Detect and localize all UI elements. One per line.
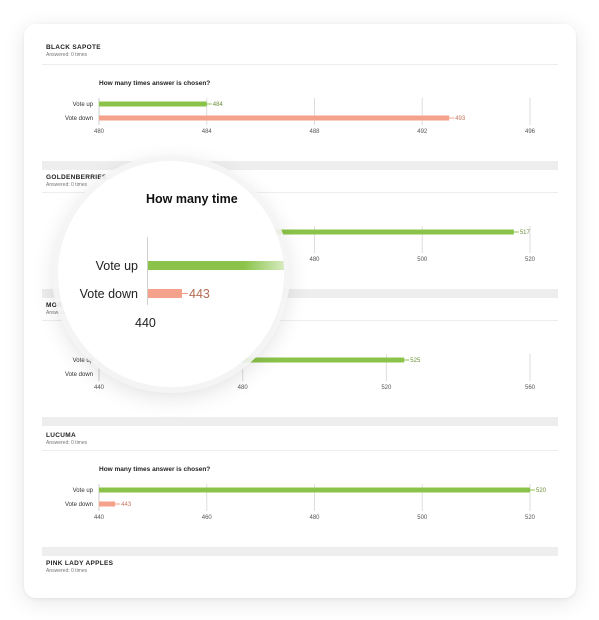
divider — [42, 320, 558, 321]
x-tick-label: 480 — [94, 129, 105, 135]
magnified-vote-up-label: Vote up — [95, 259, 138, 273]
answered-count: Answered: 0 times — [46, 440, 88, 446]
question-title: MORIN — [46, 302, 70, 309]
question-title: BLACK SAPOTE — [46, 44, 101, 51]
x-tick-label: 480 — [238, 385, 249, 391]
data-value-label: 484 — [213, 102, 224, 108]
vote-up-label: Vote up — [73, 488, 94, 494]
vote-chart-lucuma: How many times answer is chosen? 440 460 48… — [65, 466, 547, 521]
vote-up-bar — [99, 487, 530, 493]
x-tick-label: 440 — [94, 385, 105, 391]
question-header: BLACK SAPOTE Answered: 0 times — [46, 44, 556, 59]
x-tick-label: 460 — [202, 515, 213, 521]
section-separator — [42, 161, 558, 170]
data-value-label: 525 — [410, 358, 421, 364]
magnified-chart-title: How many time — [146, 192, 238, 206]
data-value-label: 493 — [455, 116, 466, 122]
section-separator — [42, 547, 558, 556]
magnified-vote-down-label: Vote down — [79, 287, 138, 301]
magnified-axis-line — [147, 237, 148, 305]
x-tick-label: 480 — [309, 515, 320, 521]
divider — [42, 64, 558, 65]
vote-chart-black-sapote: How many times answer is chosen? 480 484 48… — [65, 80, 536, 135]
vote-up-label: Vote up — [73, 358, 94, 364]
vote-down-bar — [99, 115, 450, 121]
x-tick-label: 488 — [309, 129, 320, 135]
vote-up-bar — [99, 101, 207, 107]
x-tick-label: 496 — [525, 129, 536, 135]
lens-edge-shade — [244, 161, 284, 387]
vote-down-label: Vote down — [65, 502, 93, 508]
section-separator — [42, 289, 558, 298]
x-tick-label: 500 — [417, 257, 428, 263]
data-value-label: 520 — [536, 488, 547, 494]
answered-count: Answered: 0 times — [46, 182, 88, 188]
chart-title: How many times answer is chosen? — [99, 80, 210, 87]
x-tick-label: 500 — [417, 515, 428, 521]
question-title: PINK LADY APPLES — [46, 560, 114, 567]
x-tick-label: 484 — [202, 129, 213, 135]
magnified-vote-down-value: 443 — [189, 287, 210, 301]
magnified-tick-label: 440 — [135, 316, 156, 330]
x-tick-label: 520 — [525, 257, 536, 263]
vote-down-label: Vote down — [65, 372, 93, 378]
divider — [42, 450, 558, 451]
answered-count: Answered: 0 times — [46, 568, 88, 574]
question-header: GOLDENBERRIES Answered: 0 times — [46, 174, 556, 189]
x-tick-label: 560 — [525, 385, 536, 391]
x-tick-label: 440 — [94, 515, 105, 521]
data-value-label: 443 — [121, 502, 132, 508]
chart-title: How many times answer is chosen? — [99, 466, 210, 473]
vote-down-label: Vote down — [65, 116, 93, 122]
magnifier-lens: How many time Vote up Vote down 443 440 — [58, 161, 284, 387]
x-tick-label: 492 — [417, 129, 428, 135]
vote-up-bar — [99, 229, 514, 235]
section-separator — [42, 417, 558, 426]
magnified-vote-down-bar — [148, 289, 182, 298]
x-tick-label: 480 — [309, 257, 320, 263]
question-title: GOLDENBERRIES — [46, 174, 107, 181]
magnified-vote-up-bar — [148, 261, 284, 270]
divider — [42, 192, 558, 193]
question-title: LUCUMA — [46, 432, 76, 439]
answered-count: Answered: 0 times — [46, 52, 88, 58]
data-value-label: 517 — [520, 230, 531, 236]
magnified-value-connector — [182, 293, 188, 294]
vote-down-bar — [99, 501, 116, 507]
question-header: LUCUMA Answered: 0 times — [46, 432, 556, 447]
x-tick-label: 520 — [525, 515, 536, 521]
x-tick-label: 520 — [381, 385, 392, 391]
question-header: PINK LADY APPLES Answered: 0 times — [46, 560, 556, 575]
vote-up-label: Vote up — [73, 102, 94, 108]
